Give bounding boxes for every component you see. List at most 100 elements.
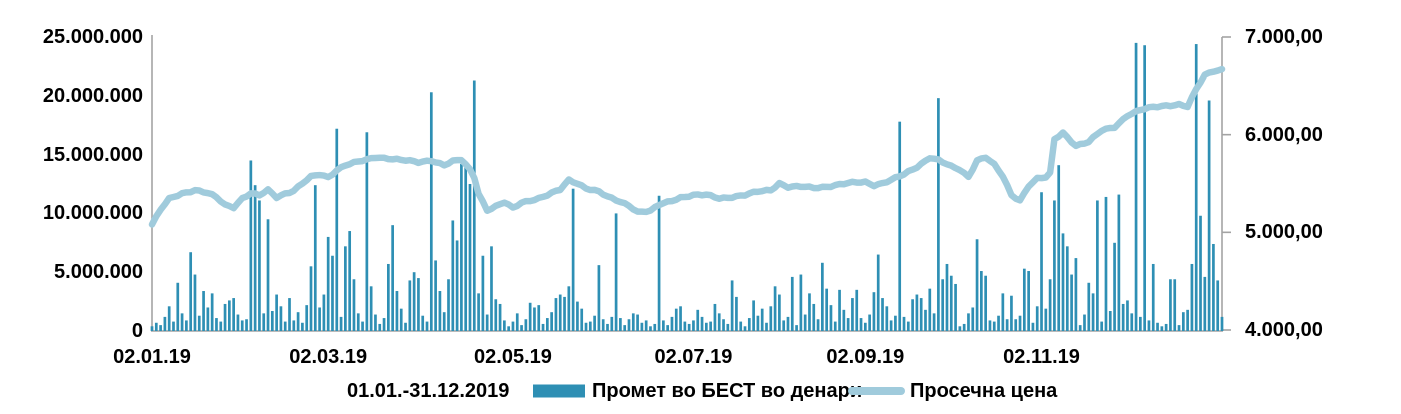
bar	[550, 312, 553, 331]
x-axis-tick-label: 02.01.19	[113, 346, 191, 368]
bar	[344, 246, 347, 331]
bar	[193, 274, 197, 331]
bar	[262, 313, 266, 331]
bar	[1181, 312, 1185, 331]
bar	[1147, 320, 1151, 331]
bar	[1190, 263, 1194, 331]
bar	[305, 305, 309, 331]
bar	[468, 184, 472, 331]
bar	[150, 326, 154, 331]
legend-bars-label: Промет во БЕСТ во денари	[592, 380, 863, 402]
bar	[1186, 309, 1189, 331]
bar	[769, 306, 773, 331]
bar	[1022, 268, 1026, 331]
price-line	[148, 65, 1226, 228]
legend-bar-swatch	[533, 384, 585, 398]
bar	[520, 325, 523, 331]
bar	[726, 323, 730, 331]
bar	[356, 313, 360, 331]
bar	[997, 315, 1000, 331]
legend-line-swatch	[848, 387, 905, 395]
bar	[1220, 316, 1224, 331]
bar	[524, 319, 528, 331]
bar	[1061, 233, 1065, 331]
bar	[348, 231, 352, 331]
bar	[1160, 326, 1164, 331]
bar	[455, 240, 459, 331]
bar	[331, 255, 334, 331]
bar	[283, 321, 287, 331]
bar	[460, 164, 463, 331]
bar	[417, 278, 420, 331]
bar	[1117, 194, 1121, 331]
bar	[249, 160, 253, 331]
bar	[1212, 243, 1215, 331]
bar	[846, 318, 850, 331]
bar	[649, 326, 652, 331]
bar	[554, 298, 558, 331]
bar	[1169, 279, 1172, 331]
right-axis-tick-label: 5.000,00	[1245, 221, 1323, 244]
bar	[928, 288, 932, 331]
bar	[636, 314, 639, 331]
bar	[1216, 280, 1220, 331]
bar	[189, 252, 193, 331]
bar	[399, 308, 403, 331]
bar	[1151, 263, 1155, 331]
bar	[219, 321, 223, 331]
right-axis-tick-label: 6.000,00	[1245, 123, 1323, 146]
bar	[541, 323, 545, 331]
bar	[631, 313, 635, 331]
bar	[1108, 311, 1112, 331]
bar	[154, 322, 158, 331]
bar	[202, 291, 205, 331]
bar	[485, 314, 489, 331]
bar	[739, 321, 743, 331]
bar	[318, 307, 321, 331]
bar	[980, 271, 983, 331]
bar	[644, 320, 648, 331]
bar	[782, 320, 786, 331]
bar	[515, 313, 519, 331]
bar	[223, 303, 227, 331]
x-axis-tick-label: 02.07.19	[654, 346, 733, 368]
bar	[1173, 279, 1177, 331]
bar	[180, 313, 184, 331]
bar	[683, 321, 687, 331]
bar	[735, 296, 738, 331]
bar	[812, 303, 816, 331]
bar	[588, 321, 592, 331]
bar	[451, 220, 455, 331]
bar	[1139, 316, 1142, 331]
bar	[640, 322, 644, 331]
bar	[210, 293, 214, 331]
bar	[786, 316, 790, 331]
bar	[292, 320, 296, 331]
right-axis-tick-label: 4.000,00	[1245, 319, 1323, 341]
bar	[490, 246, 493, 331]
bar	[975, 239, 979, 331]
bar	[361, 321, 364, 331]
bar	[167, 306, 171, 331]
bar	[288, 298, 291, 331]
bar	[395, 291, 399, 331]
right-axis-tick-label: 7.000,00	[1245, 26, 1323, 48]
bar	[215, 318, 218, 331]
bar	[1199, 215, 1202, 331]
bar	[245, 319, 248, 331]
bar	[240, 320, 244, 331]
bar	[988, 320, 992, 331]
x-axis-tick-label: 02.09.19	[826, 346, 905, 368]
bar	[614, 213, 618, 331]
bar	[387, 263, 390, 331]
bar	[1087, 282, 1091, 331]
left-axis-tick-label: 20.000.000	[42, 84, 143, 107]
bar	[606, 323, 609, 331]
bar	[1100, 321, 1104, 331]
left-axis-tick-label: 25.000.000	[42, 26, 143, 48]
bar	[1031, 322, 1035, 331]
bar	[851, 298, 854, 331]
bar	[808, 293, 811, 331]
bar	[1156, 322, 1159, 331]
